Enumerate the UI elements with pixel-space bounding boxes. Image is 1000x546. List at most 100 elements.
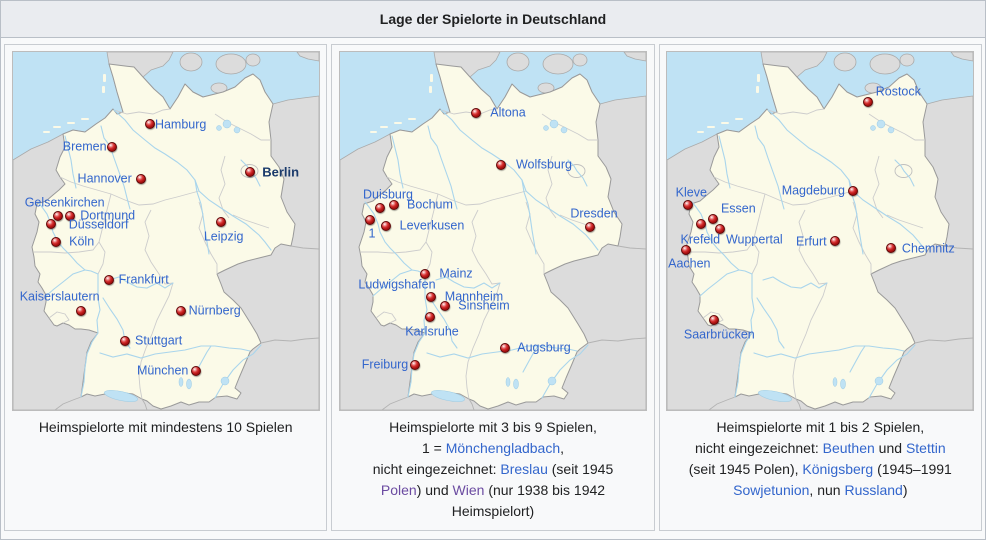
city-label-altona[interactable]: Altona — [490, 105, 526, 120]
city-dot-essen[interactable] — [708, 214, 719, 224]
city-dot-berlin[interactable] — [244, 167, 255, 177]
city-label-mannheim[interactable]: Mannheim — [444, 289, 504, 304]
city-dot-leverkusen[interactable] — [380, 221, 391, 231]
city-dot-1[interactable] — [364, 215, 375, 225]
city-label-hannover[interactable]: Hannover — [77, 171, 132, 186]
city-label-k-ln[interactable]: Köln — [69, 234, 95, 249]
city-label-n-rnberg[interactable]: Nürnberg — [188, 303, 241, 318]
map-row: Hamburg Bremen Hannover Berlin Gelsenkirchen… — [1, 38, 985, 539]
city-dot-hannover[interactable] — [135, 174, 146, 184]
city-dot-bochum[interactable] — [388, 200, 399, 210]
caption-link-m-nchengladbach[interactable]: Mönchengladbach — [445, 440, 561, 456]
caption-text: ) und — [416, 482, 453, 498]
city-dot-kleve[interactable] — [683, 200, 694, 210]
city-dot-mainz[interactable] — [419, 269, 430, 279]
city-label-mainz[interactable]: Mainz — [439, 266, 473, 281]
city-dot-dresden[interactable] — [584, 222, 595, 232]
caption-text: Heimspielort) — [451, 503, 535, 519]
city-dot-freiburg[interactable] — [409, 360, 420, 370]
city-label-freiburg[interactable]: Freiburg — [361, 357, 409, 372]
city-dot-augsburg[interactable] — [499, 343, 510, 353]
caption-link-beuthen[interactable]: Beuthen — [822, 440, 875, 456]
city-label-ludwigshafen[interactable]: Ludwigshafen — [358, 277, 436, 292]
city-dot-dortmund[interactable] — [64, 211, 75, 221]
city-label-m-nchen[interactable]: München — [136, 363, 189, 378]
city-dot-m-nchen[interactable] — [190, 366, 201, 376]
city-dot-k-ln[interactable] — [50, 237, 61, 247]
city-dot-leipzig[interactable] — [215, 217, 226, 227]
city-dot-wolfsburg[interactable] — [495, 160, 506, 170]
caption-1-bis-2-spiele: Heimspielorte mit 1 bis 2 Spielen, nicht … — [660, 417, 981, 501]
city-label-saarbr-cken[interactable]: Saarbrücken — [683, 327, 755, 342]
germany-base-map — [339, 52, 646, 410]
city-label-gelsenkirchen[interactable]: Gelsenkirchen — [24, 195, 105, 210]
city-label-chemnitz[interactable]: Chemnitz — [901, 241, 955, 256]
city-dot-duisburg[interactable] — [374, 203, 385, 213]
city-label-wolfsburg[interactable]: Wolfsburg — [515, 157, 573, 172]
spielorte-table: Lage der Spielorte in Deutschland — [0, 0, 986, 540]
city-label-augsburg[interactable]: Augsburg — [517, 340, 571, 355]
city-dot-bremen[interactable] — [106, 142, 117, 152]
city-label-leverkusen[interactable]: Leverkusen — [399, 218, 465, 233]
city-label-sinsheim[interactable]: Sinsheim — [458, 298, 510, 313]
caption-text: , — [560, 440, 565, 456]
city-label-kleve[interactable]: Kleve — [675, 185, 707, 200]
city-dot-erfurt[interactable] — [830, 236, 841, 246]
caption-link-sowjetunion[interactable]: Sowjetunion — [733, 482, 810, 498]
city-label-d-sseldorf[interactable]: Düsseldorf — [68, 217, 129, 232]
city-dot-kaiserslautern[interactable] — [75, 306, 86, 316]
city-label-kaiserslautern[interactable]: Kaiserslautern — [19, 289, 100, 304]
city-label-leipzig[interactable]: Leipzig — [203, 229, 244, 244]
city-label-bochum[interactable]: Bochum — [407, 197, 453, 212]
city-label-essen[interactable]: Essen — [720, 201, 756, 216]
caption-link-stettin[interactable]: Stettin — [905, 440, 946, 456]
caption-link-polen[interactable]: Polen — [380, 482, 417, 498]
city-dot-saarbr-cken[interactable] — [709, 315, 720, 325]
city-label-dresden[interactable]: Dresden — [570, 206, 618, 221]
caption-link-wien[interactable]: Wien — [452, 482, 485, 498]
city-label-frankfurt[interactable]: Frankfurt — [118, 272, 169, 287]
city-label-duisburg[interactable]: Duisburg — [362, 187, 413, 202]
caption-text: , nun — [809, 482, 845, 498]
city-label-stuttgart[interactable]: Stuttgart — [135, 333, 183, 348]
caption-link-russland[interactable]: Russland — [844, 482, 903, 498]
city-label-bremen[interactable]: Bremen — [62, 139, 107, 154]
city-dot-karlsruhe[interactable] — [424, 312, 435, 322]
city-label-magdeburg[interactable]: Magdeburg — [781, 183, 845, 198]
city-label-hamburg[interactable]: Hamburg — [154, 117, 207, 132]
caption-link-breslau[interactable]: Breslau — [500, 461, 548, 477]
city-dot-gelsenkirchen[interactable] — [52, 211, 63, 221]
city-dot-magdeburg[interactable] — [848, 186, 859, 196]
city-dot-hamburg[interactable] — [144, 119, 155, 129]
city-dot-aachen[interactable] — [681, 245, 692, 255]
germany-map-3: Rostock Kleve Essen Magdeburg Krefeld Wuppert… — [666, 51, 975, 411]
caption-text: (nur 1938 bis 1942 — [484, 482, 606, 498]
city-label-wuppertal[interactable]: Wuppertal — [725, 232, 783, 247]
caption-text: (1945–1991 — [873, 461, 952, 477]
city-dot-altona[interactable] — [470, 108, 481, 118]
city-dot-sinsheim[interactable] — [439, 301, 450, 311]
city-label-karlsruhe[interactable]: Karlsruhe — [405, 324, 459, 339]
germany-base-map — [12, 52, 319, 410]
city-label-dortmund[interactable]: Dortmund — [80, 208, 136, 223]
city-label-aachen[interactable]: Aachen — [668, 256, 711, 271]
city-label-1[interactable]: 1 — [368, 226, 376, 241]
city-dot-stuttgart[interactable] — [119, 336, 130, 346]
city-label-krefeld[interactable]: Krefeld — [680, 232, 721, 247]
caption-3-bis-9-spiele: Heimspielorte mit 3 bis 9 Spielen, 1 = Mö… — [332, 417, 653, 522]
city-dot-krefeld[interactable] — [696, 219, 707, 229]
city-dot-wuppertal[interactable] — [715, 224, 726, 234]
city-dot-d-sseldorf[interactable] — [45, 219, 56, 229]
city-dot-rostock[interactable] — [863, 97, 874, 107]
city-dot-chemnitz[interactable] — [886, 243, 897, 253]
city-dot-frankfurt[interactable] — [103, 275, 114, 285]
city-label-rostock[interactable]: Rostock — [875, 84, 921, 99]
city-label-berlin: Berlin — [262, 164, 300, 180]
caption-text: Heimspielorte mit 3 bis 9 Spielen, — [389, 419, 597, 435]
city-dot-mannheim[interactable] — [425, 292, 436, 302]
city-label-erfurt[interactable]: Erfurt — [796, 234, 827, 249]
caption-text: nicht eingezeichnet: — [372, 461, 501, 477]
city-dot-n-rnberg[interactable] — [175, 306, 186, 316]
caption-link-k-nigsberg[interactable]: Königsberg — [802, 461, 874, 477]
